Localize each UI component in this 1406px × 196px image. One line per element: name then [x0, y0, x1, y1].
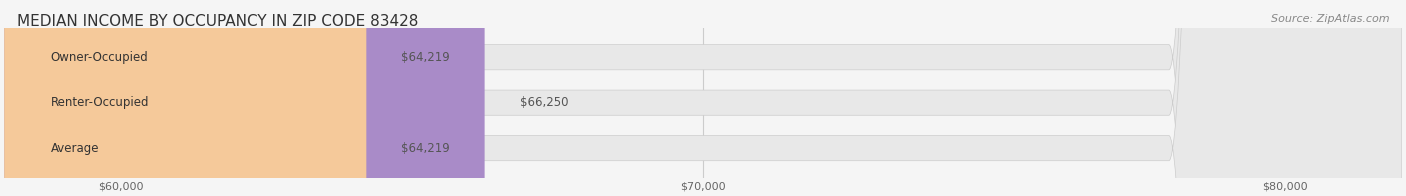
FancyBboxPatch shape — [4, 0, 485, 196]
FancyBboxPatch shape — [4, 0, 367, 196]
FancyBboxPatch shape — [4, 0, 1402, 196]
Text: MEDIAN INCOME BY OCCUPANCY IN ZIP CODE 83428: MEDIAN INCOME BY OCCUPANCY IN ZIP CODE 8… — [17, 14, 418, 29]
FancyBboxPatch shape — [4, 0, 367, 196]
Text: $66,250: $66,250 — [520, 96, 568, 109]
FancyBboxPatch shape — [4, 0, 1402, 196]
FancyBboxPatch shape — [4, 0, 1402, 196]
Text: Source: ZipAtlas.com: Source: ZipAtlas.com — [1271, 14, 1389, 24]
Text: $64,219: $64,219 — [401, 142, 450, 155]
Text: Owner-Occupied: Owner-Occupied — [51, 51, 149, 64]
Text: $64,219: $64,219 — [401, 51, 450, 64]
Text: Average: Average — [51, 142, 100, 155]
Text: Renter-Occupied: Renter-Occupied — [51, 96, 149, 109]
